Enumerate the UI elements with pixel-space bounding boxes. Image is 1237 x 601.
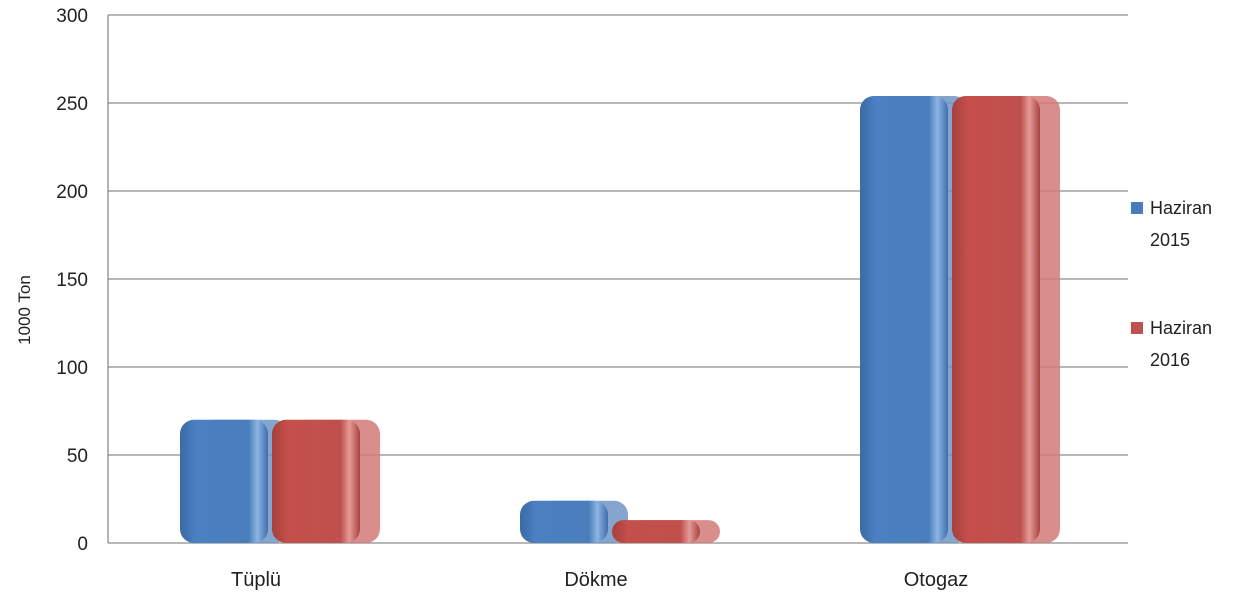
y-axis-ticks: 0 50 100 150 200 250 300: [56, 6, 88, 555]
y-tick-label: 50: [67, 446, 88, 467]
y-tick-label: 100: [56, 358, 88, 379]
legend-label: 2016: [1150, 350, 1190, 370]
bar-dökme-2: [612, 520, 700, 543]
legend-label: 2015: [1150, 230, 1190, 250]
y-tick-label: 200: [56, 182, 88, 203]
legend-swatch: [1131, 322, 1143, 334]
x-category-label: Tüplü: [231, 569, 281, 591]
bar-otogaz-1: [860, 95, 948, 544]
y-tick-label: 150: [56, 270, 88, 291]
bar-tüplü-2: [272, 419, 360, 543]
y-tick-label: 250: [56, 94, 88, 115]
legend-label: Haziran: [1150, 318, 1212, 338]
bars: [180, 95, 1060, 544]
bar-otogaz-2: [952, 95, 1040, 544]
legend: Haziran 2015 Haziran 2016: [1131, 198, 1212, 370]
x-axis-categories: Tüplü Dökme Otogaz: [231, 569, 968, 591]
bar-tüplü-1: [180, 419, 268, 543]
bar-dökme-1: [520, 500, 608, 543]
legend-label: Haziran: [1150, 198, 1212, 218]
x-category-label: Dökme: [564, 569, 627, 591]
x-category-label: Otogaz: [904, 569, 968, 591]
y-tick-label: 300: [56, 6, 88, 27]
y-tick-label: 0: [77, 534, 88, 555]
y-axis-label: 1000 Ton: [15, 275, 34, 345]
legend-swatch: [1131, 202, 1143, 214]
